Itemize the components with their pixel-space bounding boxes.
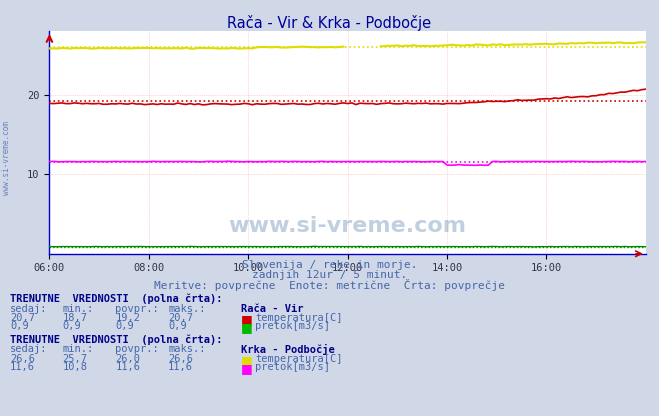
Text: Krka - Podbоčje: Krka - Podbоčje [241,344,334,356]
Text: ■: ■ [241,321,252,334]
Text: 0,9: 0,9 [115,321,134,331]
Text: Rača - Vir: Rača - Vir [241,304,303,314]
Text: 18,7: 18,7 [63,313,88,323]
Text: pretok[m3/s]: pretok[m3/s] [255,321,330,331]
Text: 11,6: 11,6 [115,362,140,372]
Text: 0,9: 0,9 [10,321,28,331]
Text: Rača - Vir & Krka - Podbočje: Rača - Vir & Krka - Podbočje [227,15,432,30]
Text: 0,9: 0,9 [168,321,186,331]
Text: maks.:: maks.: [168,344,206,354]
Text: povpr.:: povpr.: [115,304,159,314]
Text: 0,9: 0,9 [63,321,81,331]
Text: sedaj:: sedaj: [10,304,47,314]
Text: Slovenija / reke in morje.: Slovenija / reke in morje. [242,260,417,270]
Text: www.si-vreme.com: www.si-vreme.com [229,216,467,236]
Text: ■: ■ [241,354,252,366]
Text: 26,6: 26,6 [168,354,193,364]
Text: 19,2: 19,2 [115,313,140,323]
Text: Meritve: povprečne  Enote: metrične  Črta: povprečje: Meritve: povprečne Enote: metrične Črta:… [154,279,505,291]
Text: maks.:: maks.: [168,304,206,314]
Text: pretok[m3/s]: pretok[m3/s] [255,362,330,372]
Text: min.:: min.: [63,304,94,314]
Text: 11,6: 11,6 [168,362,193,372]
Text: temperatura[C]: temperatura[C] [255,354,343,364]
Text: www.si-vreme.com: www.si-vreme.com [2,121,11,195]
Text: ■: ■ [241,362,252,375]
Text: min.:: min.: [63,344,94,354]
Text: TRENUTNE  VREDNOSTI  (polna črta):: TRENUTNE VREDNOSTI (polna črta): [10,335,222,345]
Text: 26,6: 26,6 [10,354,35,364]
Text: sedaj:: sedaj: [10,344,47,354]
Text: temperatura[C]: temperatura[C] [255,313,343,323]
Text: 20,7: 20,7 [10,313,35,323]
Text: 20,7: 20,7 [168,313,193,323]
Text: povpr.:: povpr.: [115,344,159,354]
Text: TRENUTNE  VREDNOSTI  (polna črta):: TRENUTNE VREDNOSTI (polna črta): [10,293,222,304]
Text: 25,7: 25,7 [63,354,88,364]
Text: 26,0: 26,0 [115,354,140,364]
Text: 10,8: 10,8 [63,362,88,372]
Text: 11,6: 11,6 [10,362,35,372]
Text: zadnjih 12ur / 5 minut.: zadnjih 12ur / 5 minut. [252,270,407,280]
Text: ■: ■ [241,313,252,326]
